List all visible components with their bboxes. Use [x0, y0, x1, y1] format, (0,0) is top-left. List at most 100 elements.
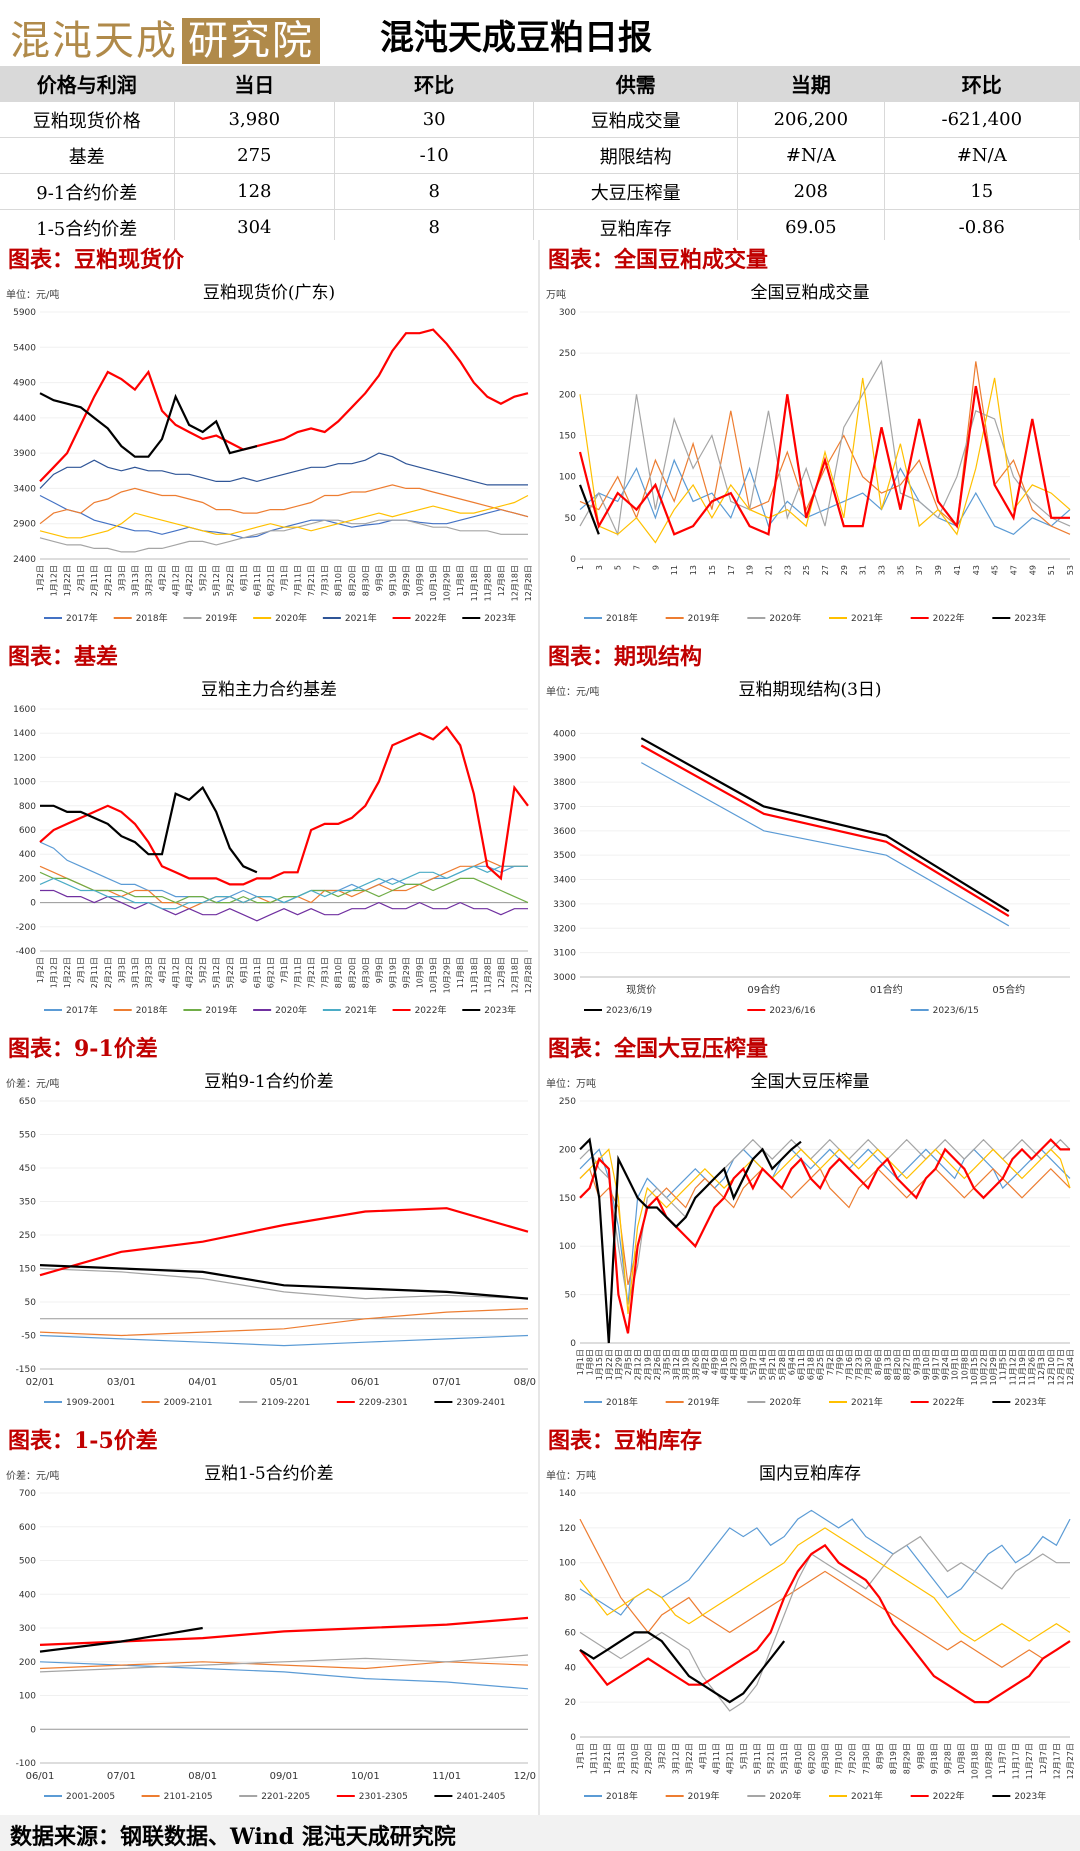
series-line: [39, 1616, 529, 1646]
panel-title: 图表：全国大豆压榨量: [548, 1036, 769, 1062]
series-line: [39, 484, 529, 525]
x-tick-label: 7月1日: [280, 957, 289, 983]
x-tick-label: 5月12日: [212, 957, 221, 988]
series-line: [39, 494, 529, 539]
legend-label: 2201-2205: [261, 1792, 310, 1802]
x-tick-label: 12月10日: [1047, 1349, 1056, 1385]
x-tick-label: 1月21日: [603, 1743, 612, 1774]
x-tick-label: 9月17日: [931, 1349, 940, 1380]
y-tick-label: 500: [19, 1557, 36, 1567]
x-tick-label: 7月11日: [294, 957, 303, 988]
legend-label: 2019年: [205, 612, 237, 624]
chart-svg: 全国大豆压榨量 单位：万吨 0 50 100 150 200 250 1月1日 1月8日 1月15日…: [546, 1072, 1075, 1408]
series-line: [39, 328, 529, 483]
x-tick-label: 13: [689, 565, 698, 575]
x-tick-label: 2月19日: [643, 1349, 652, 1380]
y-tick-label: 450: [19, 1164, 36, 1174]
y-tick-label: 20: [565, 1698, 577, 1708]
x-tick-label: 4月22日: [185, 957, 194, 988]
x-tick-label: 3月13日: [131, 957, 140, 988]
table-cell: 275: [174, 137, 336, 174]
y-tick-label: 200: [19, 1658, 36, 1668]
x-tick-label: 12月8日: [497, 565, 506, 596]
y-tick-label: -200: [16, 923, 37, 933]
legend-label: 2021年: [851, 1396, 883, 1408]
x-tick-label: 8月30日: [361, 957, 370, 988]
chart-svg: 豆粕现货价(广东) 单位：元/吨 2400 2900 3400 3900 4400 4900 5…: [6, 283, 533, 624]
y-tick-label: 100: [559, 1242, 576, 1252]
y-tick-label: 4400: [13, 414, 36, 424]
table-row: 豆粕现货价格 3,980 30 豆粕成交量 206,200 -621,400: [0, 101, 1080, 138]
x-tick-label: 53: [1066, 565, 1075, 575]
series-line: [578, 484, 600, 535]
legend-label: 2018年: [606, 1396, 638, 1408]
x-tick-label: 5月21日: [768, 1349, 777, 1380]
chart-panel-c8: 图表：豆粕库存 国内豆粕库存 单位：万吨 0 20 40 60 80 100 120 140 1月1日…: [540, 1421, 1080, 1813]
table-cell: 208: [737, 173, 885, 210]
x-tick-label: 12月28日: [524, 957, 533, 993]
series-line: [579, 1543, 1071, 1704]
y-tick-label: 200: [559, 390, 576, 400]
y-tick-label: 1000: [13, 778, 36, 788]
y-tick-label: 5400: [13, 343, 36, 353]
x-tick-label: 03/01: [107, 1377, 136, 1388]
x-tick-label: 1月2日: [36, 957, 45, 983]
x-tick-label: 5月11日: [753, 1743, 762, 1774]
chart-title: 豆粕现货价(广东): [203, 283, 335, 303]
legend-label: 2020年: [275, 1004, 307, 1016]
x-tick-label: 6月20日: [807, 1743, 816, 1774]
y-tick-label: 3900: [13, 449, 36, 459]
x-tick-label: 10月29日: [443, 957, 452, 993]
y-tick-label: 2400: [13, 555, 36, 565]
series-line: [579, 361, 1071, 535]
chart-title: 豆粕期现结构(3日): [738, 680, 881, 700]
panel-title: 图表：9-1价差: [8, 1036, 158, 1062]
x-tick-label: 11月12日: [1008, 1349, 1017, 1385]
x-tick-label: 1月11日: [590, 1743, 599, 1774]
x-tick-label: 1月22日: [605, 1349, 614, 1380]
x-tick-label: 5月22日: [226, 565, 235, 596]
x-tick-label: 10月8日: [957, 1743, 966, 1774]
x-tick-label: 10月29日: [443, 565, 452, 601]
y-tick-label: 600: [19, 1523, 36, 1533]
legend-label: 2001-2005: [66, 1792, 115, 1802]
x-tick-label: 9月29日: [402, 957, 411, 988]
legend-label: 2022年: [933, 1396, 965, 1408]
y-tick-label: 150: [559, 1194, 576, 1204]
x-tick-label: 4月2日: [701, 1349, 710, 1375]
header-cell: 价格与利润: [0, 66, 175, 102]
x-tick-label: 2月12日: [634, 1349, 643, 1380]
table-cell: 豆粕现货价格: [0, 101, 175, 138]
y-tick-label: 300: [19, 1624, 36, 1634]
series-line: [39, 1308, 529, 1337]
x-tick-label: 08/01: [188, 1771, 217, 1782]
table-cell: 8: [334, 173, 535, 210]
y-tick-label: 150: [19, 1265, 36, 1275]
x-tick-label: 8月10日: [334, 565, 343, 596]
y-tick-label: 100: [559, 473, 576, 483]
series-line: [39, 1267, 529, 1300]
x-tick-label: 2月5日: [624, 1349, 633, 1375]
report-title: 混沌天成豆粕日报: [380, 18, 652, 58]
x-tick-label: 5月28日: [778, 1349, 787, 1380]
table-cell: 期限结构: [533, 137, 739, 174]
legend-label: 2009-2101: [164, 1398, 213, 1408]
x-tick-label: 7月21日: [307, 957, 316, 988]
x-tick-label: 8月20日: [348, 957, 357, 988]
x-tick-label: 23: [783, 565, 792, 575]
x-tick-label: 12月27日: [1066, 1743, 1075, 1779]
y-tick-label: 4000: [553, 729, 576, 739]
y-tick-label: 300: [559, 308, 576, 318]
table-cell: 304: [174, 209, 336, 246]
table-cell: 豆粕成交量: [533, 101, 739, 138]
table-cell: -0.86: [884, 209, 1080, 246]
series-line: [39, 1264, 529, 1300]
x-tick-label: 9月9日: [375, 565, 384, 591]
chart-title: 全国豆粕成交量: [751, 283, 870, 303]
chart-title: 豆粕9-1合约价差: [204, 1072, 333, 1092]
chart-svg: 豆粕期现结构(3日) 单位：元/吨 3000 3100 3200 3300 3400 3500…: [546, 680, 1070, 1016]
x-tick-label: 1月1日: [576, 1743, 585, 1769]
x-tick-label: 04/01: [188, 1377, 217, 1388]
legend-label: 2021年: [851, 1790, 883, 1802]
table-cell: 128: [174, 173, 336, 210]
